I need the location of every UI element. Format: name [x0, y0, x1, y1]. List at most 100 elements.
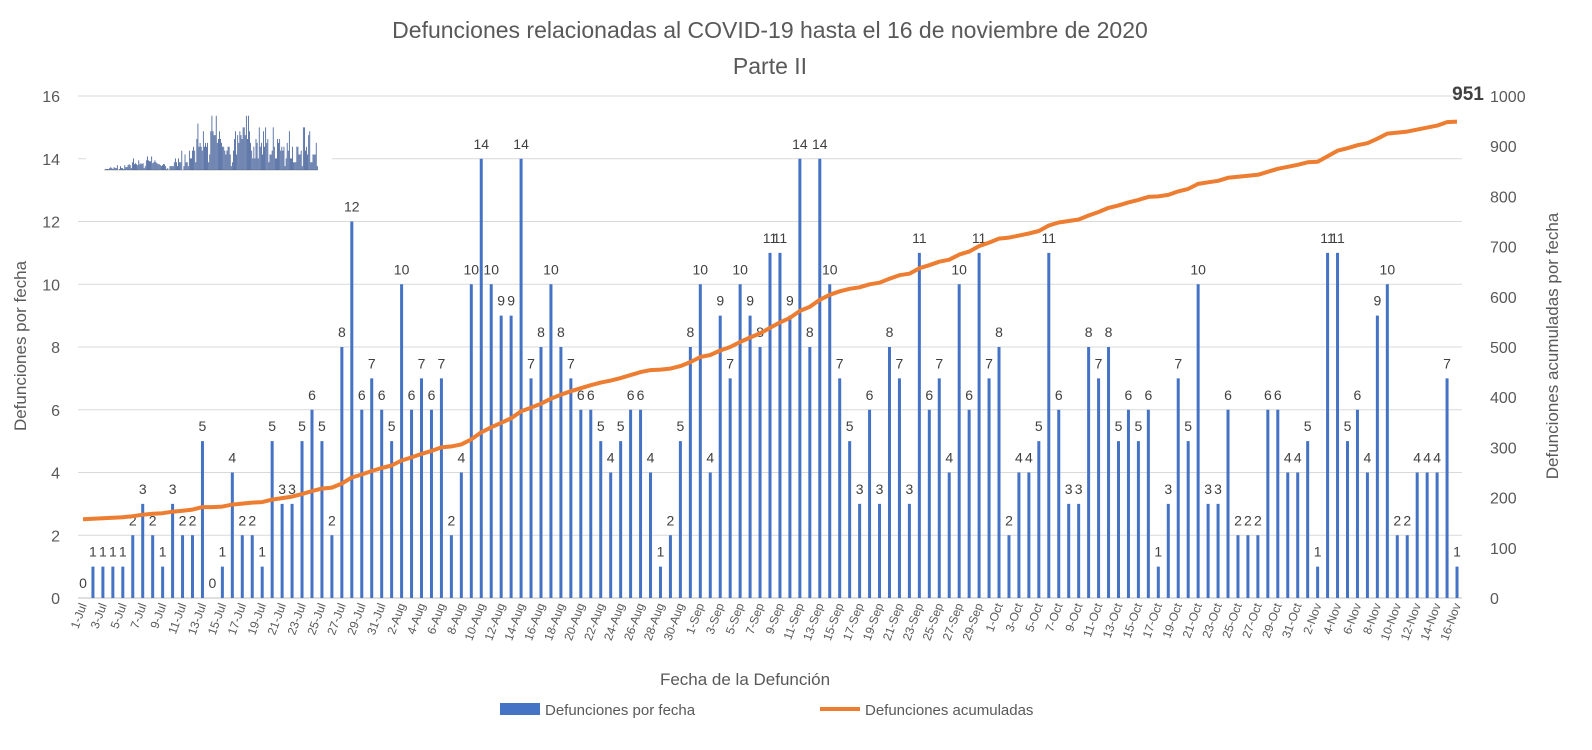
y-left-tick-label: 14 — [42, 152, 60, 169]
inset-bar — [311, 162, 313, 170]
inset-bar — [255, 139, 257, 170]
bar — [758, 347, 762, 598]
bar-data-label: 1 — [218, 544, 226, 560]
inset-bar — [128, 164, 130, 170]
bar-data-label: 3 — [139, 481, 147, 497]
inset-bar — [286, 142, 288, 170]
y-right-tick-label: 0 — [1490, 591, 1499, 608]
inset-bar — [217, 139, 219, 170]
bar-data-label: 7 — [368, 355, 376, 371]
inset-bar — [276, 158, 277, 170]
bar-data-label: 5 — [388, 418, 396, 434]
bar-data-label: 6 — [1274, 387, 1282, 403]
bar-data-label: 11 — [912, 230, 927, 246]
bar — [1425, 472, 1429, 598]
bar — [688, 347, 692, 598]
bar — [340, 347, 344, 598]
inset-bar — [124, 165, 126, 170]
bar — [300, 441, 304, 598]
inset-bar — [116, 165, 118, 170]
inset-bar — [137, 165, 139, 170]
inset-bar — [279, 139, 281, 170]
bar-data-label: 11 — [773, 230, 788, 246]
bar-data-label: 0 — [209, 575, 217, 591]
bar — [1116, 441, 1120, 598]
inset-bar — [234, 139, 235, 170]
bar-data-label: 5 — [617, 418, 625, 434]
bar-data-label: 2 — [1244, 512, 1252, 528]
bar-data-label: 6 — [308, 387, 316, 403]
inset-bar — [135, 163, 136, 170]
inset-bar — [210, 131, 212, 170]
inset-bar — [291, 158, 292, 170]
inset-bar — [164, 164, 165, 170]
bar — [171, 503, 175, 598]
bar — [957, 284, 961, 598]
inset-bar — [285, 158, 287, 170]
y-right-tick-label: 500 — [1490, 340, 1517, 357]
inset-bar — [313, 154, 315, 170]
bar — [1306, 441, 1310, 598]
bar — [549, 284, 553, 598]
bar — [559, 347, 563, 598]
inset-bar — [270, 154, 272, 170]
bar-data-label: 8 — [557, 324, 565, 340]
y-right-tick-label: 900 — [1490, 139, 1517, 156]
inset-bar — [306, 146, 307, 170]
inset-bar — [244, 135, 246, 170]
bar — [1395, 535, 1399, 598]
y-left-tick-label: 0 — [51, 591, 60, 608]
bar — [778, 252, 782, 598]
bar — [808, 347, 812, 598]
bar — [1246, 535, 1250, 598]
bar — [420, 378, 424, 598]
bar — [1097, 378, 1101, 598]
chart-title: Defunciones relacionadas al COVID-19 has… — [392, 17, 1148, 43]
inset-bar — [197, 123, 199, 170]
inset-bar — [281, 146, 283, 170]
bar-data-label: 1 — [159, 544, 167, 560]
bar-data-label: 4 — [1015, 450, 1023, 466]
bar-data-label: 2 — [1254, 512, 1262, 528]
inset-bar — [181, 150, 183, 170]
inset-bar — [300, 150, 302, 170]
inset-bar — [151, 156, 153, 170]
bar-data-label: 5 — [1304, 418, 1312, 434]
bar-data-label: 5 — [676, 418, 684, 434]
inset-bar — [211, 115, 213, 170]
bar — [410, 409, 414, 598]
inset-bar — [157, 164, 159, 170]
inset-bar — [239, 131, 241, 170]
bar — [489, 284, 493, 598]
bar-data-label: 3 — [1204, 481, 1212, 497]
inset-bar — [138, 160, 140, 170]
bar — [1405, 535, 1409, 598]
inset-bar — [240, 135, 242, 170]
bar — [1266, 409, 1270, 598]
inset-bar — [222, 146, 224, 170]
bar — [907, 503, 911, 598]
inset-bar — [251, 150, 253, 170]
inset-bar — [262, 154, 263, 170]
bar — [1236, 535, 1240, 598]
bar — [748, 315, 752, 598]
bar-data-label: 6 — [1224, 387, 1232, 403]
bar — [1216, 503, 1220, 598]
inset-bar — [183, 166, 185, 170]
bar-data-label: 7 — [438, 355, 446, 371]
inset-bar — [188, 150, 190, 170]
bar — [589, 409, 593, 598]
bar-data-label: 10 — [464, 261, 480, 277]
inset-bar — [264, 146, 265, 170]
y-left-label: Defunciones por fecha — [11, 260, 30, 431]
bar-series — [91, 158, 1459, 598]
inset-bar — [192, 150, 193, 170]
inset-bar — [314, 154, 316, 170]
bar — [1176, 378, 1180, 598]
bar-data-label: 5 — [1184, 418, 1192, 434]
bar — [1455, 566, 1459, 598]
bar — [1047, 252, 1051, 598]
inset-bar — [156, 163, 158, 170]
bar-data-label: 5 — [298, 418, 306, 434]
inset-bar — [119, 169, 120, 170]
